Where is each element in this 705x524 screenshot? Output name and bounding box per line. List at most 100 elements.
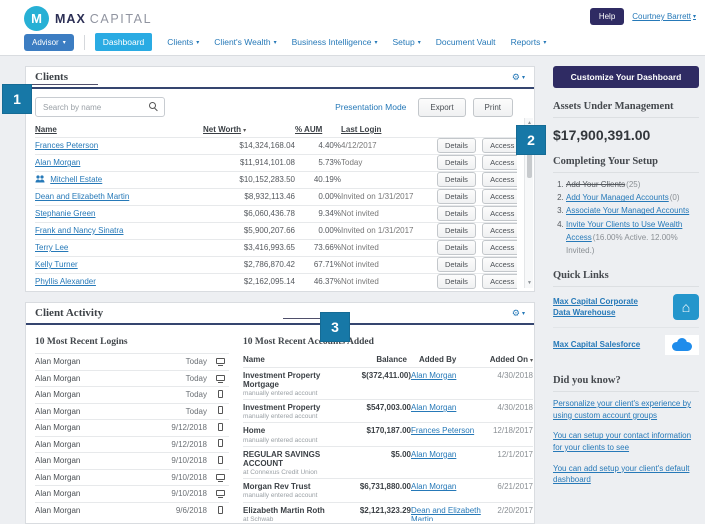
client-name-link[interactable]: Stephanie Green: [35, 209, 96, 218]
access-button[interactable]: Access: [482, 172, 517, 187]
details-button[interactable]: Details: [437, 240, 476, 255]
nav-item[interactable]: Clients ▾: [167, 37, 199, 47]
sort-addedon-header[interactable]: Added On▾: [490, 355, 533, 364]
nav-item[interactable]: Document Vault ▾: [436, 37, 496, 47]
user-menu[interactable]: Courtney Barrett ▾: [632, 12, 696, 21]
added-by-link[interactable]: Alan Morgan: [411, 403, 456, 412]
quick-link-icon: [673, 294, 699, 320]
details-button[interactable]: Details: [437, 274, 476, 289]
search-box: [35, 97, 165, 118]
presentation-mode-link[interactable]: Presentation Mode: [335, 102, 406, 112]
setup-item: Add Your Managed AccountsAdd Your Manage…: [566, 191, 699, 204]
accounts-col-name: Name: [243, 353, 349, 367]
aum-value: 46.37%: [295, 273, 341, 289]
sort-desc-icon: ▾: [530, 357, 533, 364]
access-button[interactable]: Access: [482, 155, 517, 170]
login-client-name: Alan Morgan: [35, 420, 126, 437]
print-button[interactable]: Print: [473, 98, 513, 117]
device-icon: [216, 490, 225, 496]
details-button[interactable]: Details: [437, 155, 476, 170]
recent-logins-table: Alan Morgan Today Alan Morgan Today Alan: [35, 353, 229, 519]
panel-settings-menu[interactable]: ⚙ ▾: [512, 72, 525, 83]
details-button[interactable]: Details: [437, 257, 476, 272]
access-button[interactable]: Access: [482, 206, 517, 221]
client-name-link[interactable]: Mitchell Estate: [50, 175, 102, 184]
sort-aum-header[interactable]: % AUM: [295, 125, 322, 134]
added-by-link[interactable]: Alan Morgan: [411, 371, 456, 380]
access-button[interactable]: Access: [482, 223, 517, 238]
nav-item[interactable]: Business Intelligence ▾: [292, 37, 378, 47]
device-icon: [216, 474, 225, 480]
panel-settings-menu[interactable]: ⚙ ▾: [512, 308, 525, 319]
setup-step-link[interactable]: Associate Your Managed Accounts: [566, 206, 689, 215]
client-name-link[interactable]: Frances Peterson: [35, 141, 98, 150]
setup-title: Completing Your Setup: [553, 156, 699, 167]
search-input[interactable]: [35, 97, 165, 117]
added-by-link[interactable]: Frances Peterson: [411, 426, 474, 435]
search-icon[interactable]: [149, 102, 158, 111]
nav-item-label: Document Vault: [436, 37, 496, 47]
account-balance: $6,731,880.00: [349, 479, 411, 502]
scroll-down-icon[interactable]: ▼: [525, 279, 534, 287]
login-row: Alan Morgan 9/12/2018: [35, 420, 229, 437]
nav-item[interactable]: Dashboard ▾: [95, 33, 153, 51]
client-name-link[interactable]: Kelly Turner: [35, 260, 78, 269]
callout-leader-line: [283, 318, 320, 319]
did-you-know-link[interactable]: You can add setup your client's default …: [553, 463, 699, 486]
client-name-link[interactable]: Dean and Elizabeth Martin: [35, 192, 129, 201]
export-button[interactable]: Export: [418, 98, 465, 117]
header-actions: Help Courtney Barrett ▾: [590, 8, 696, 25]
setup-item: Associate Your Managed AccountsAssociate…: [566, 204, 699, 217]
did-you-know-title: Did you know?: [553, 375, 699, 386]
nav-item[interactable]: Reports ▾: [511, 37, 547, 47]
login-client-name: Alan Morgan: [35, 403, 126, 420]
added-by-link[interactable]: Alan Morgan: [411, 482, 456, 491]
access-button[interactable]: Access: [482, 189, 517, 204]
customize-dashboard-button[interactable]: Customize Your Dashboard: [553, 66, 699, 88]
nav-item-label: Dashboard: [103, 37, 145, 47]
login-date: 9/10/2018: [126, 469, 216, 486]
sort-lastlogin-header[interactable]: Last Login: [341, 125, 381, 134]
access-button[interactable]: Access: [482, 257, 517, 272]
last-login-value: Today: [341, 154, 433, 171]
details-button[interactable]: Details: [437, 138, 476, 153]
client-row: Dean and Elizabeth Martin $8,932,113.46 …: [35, 188, 517, 205]
details-button[interactable]: Details: [437, 172, 476, 187]
quick-link[interactable]: Max Capital Corporate Data Warehouse: [553, 296, 649, 319]
addedon-header-label: Added On: [490, 355, 528, 364]
quick-link[interactable]: Max Capital Salesforce: [553, 339, 649, 351]
quick-links-title: Quick Links: [553, 270, 699, 281]
setup-suffix: (0): [670, 193, 680, 202]
setup-step-link[interactable]: Add Your Managed Accounts: [566, 193, 669, 202]
client-name-link[interactable]: Terry Lee: [35, 243, 68, 252]
client-name-link[interactable]: Phyllis Alexander: [35, 277, 96, 286]
client-name-link[interactable]: Alan Morgan: [35, 158, 80, 167]
activity-panel-header: Client Activity ⚙ ▾: [26, 303, 534, 325]
account-row: Investment Property Mortgage manually en…: [243, 367, 533, 400]
nav-item-label: Reports: [511, 37, 541, 47]
nav-item[interactable]: Client's Wealth ▾: [214, 37, 276, 47]
setup-item: Invite Your Clients to Use Wealth Access…: [566, 218, 699, 258]
login-date: 9/10/2018: [126, 486, 216, 503]
details-button[interactable]: Details: [437, 223, 476, 238]
advisor-menu-button[interactable]: Advisor ▾: [24, 34, 74, 51]
details-button[interactable]: Details: [437, 189, 476, 204]
login-date: Today: [126, 354, 216, 371]
aum-value: 67.71%: [295, 256, 341, 273]
did-you-know-link[interactable]: You can setup your contact information f…: [553, 430, 699, 453]
access-button[interactable]: Access: [482, 138, 517, 153]
sort-name-header[interactable]: Name: [35, 125, 57, 134]
access-button[interactable]: Access: [482, 240, 517, 255]
client-name-link[interactable]: Frank and Nancy Sinatra: [35, 226, 124, 235]
did-you-know-link[interactable]: Personalize your client's experience by …: [553, 398, 699, 421]
sort-networth-header[interactable]: Net Worth▾: [203, 125, 246, 134]
help-button[interactable]: Help: [590, 8, 624, 25]
added-by-link[interactable]: Alan Morgan: [411, 450, 456, 459]
device-icon: [218, 406, 223, 414]
device-icon: [218, 506, 223, 514]
nav-item[interactable]: Setup ▾: [392, 37, 420, 47]
aum-title: Assets Under Management: [553, 101, 699, 112]
details-button[interactable]: Details: [437, 206, 476, 221]
added-by-link[interactable]: Dean and Elizabeth Martin: [411, 506, 481, 521]
access-button[interactable]: Access: [482, 274, 517, 289]
